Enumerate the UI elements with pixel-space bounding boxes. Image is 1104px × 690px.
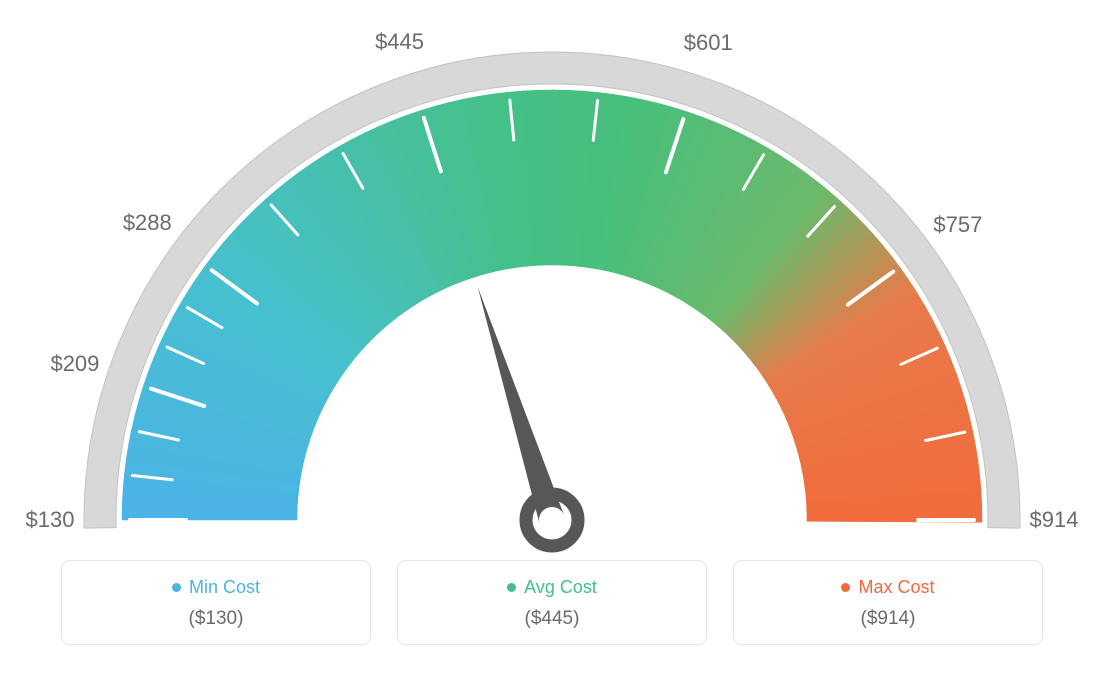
legend-dot-min (172, 583, 181, 592)
legend-dot-avg (507, 583, 516, 592)
legend-label-avg: Avg Cost (524, 577, 597, 598)
legend-row: Min Cost ($130) Avg Cost ($445) Max Cost… (0, 560, 1104, 645)
gauge-tick-label: $445 (375, 29, 424, 55)
legend-value-min: ($130) (62, 608, 370, 630)
gauge-svg (42, 20, 1062, 560)
gauge-tick-label: $130 (26, 507, 75, 533)
legend-value-avg: ($445) (398, 608, 706, 630)
gauge-tick-label: $914 (1030, 507, 1079, 533)
gauge-tick-label: $601 (684, 30, 733, 56)
legend-card-avg: Avg Cost ($445) (397, 560, 707, 645)
gauge-tick-label: $209 (50, 351, 99, 377)
legend-label-max: Max Cost (858, 577, 934, 598)
legend-title-min: Min Cost (172, 577, 260, 598)
gauge-tick-label: $288 (123, 210, 172, 236)
legend-label-min: Min Cost (189, 577, 260, 598)
legend-title-avg: Avg Cost (507, 577, 597, 598)
legend-dot-max (841, 583, 850, 592)
legend-card-max: Max Cost ($914) (733, 560, 1043, 645)
legend-card-min: Min Cost ($130) (61, 560, 371, 645)
legend-value-max: ($914) (734, 608, 1042, 630)
gauge-tick-label: $757 (933, 212, 982, 238)
legend-title-max: Max Cost (841, 577, 934, 598)
gauge-chart: $130 $209 $288 $445 $601 $757 $914 (0, 0, 1104, 560)
